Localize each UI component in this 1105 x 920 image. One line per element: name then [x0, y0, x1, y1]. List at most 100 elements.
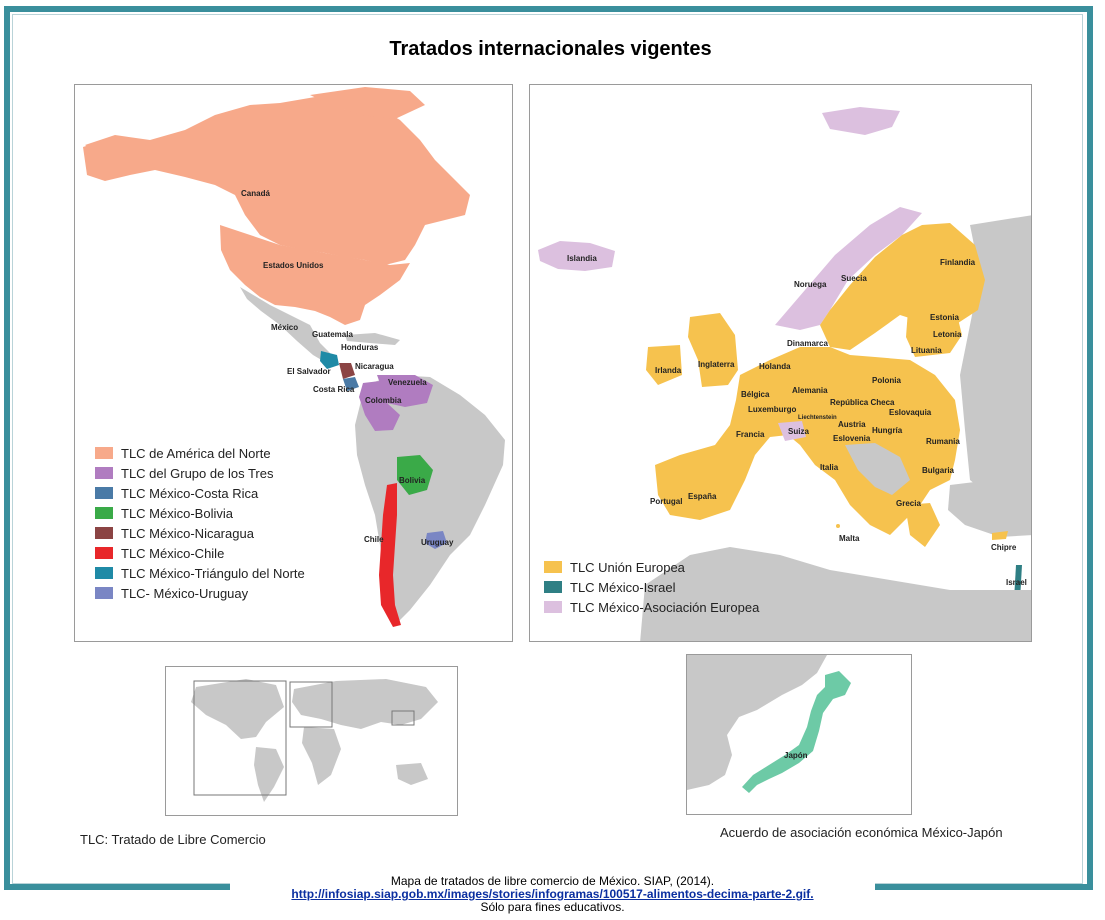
label-liechtenstein: Liechtenstein — [798, 415, 837, 421]
caribbean-shape — [345, 333, 400, 345]
label-eslovenia: Eslovenia — [833, 434, 871, 443]
label-venezuela: Venezuela — [388, 378, 427, 387]
label-finlandia: Finlandia — [940, 258, 976, 267]
legend-swatch — [95, 447, 113, 459]
label-honduras: Honduras — [341, 343, 379, 352]
legend-swatch — [95, 487, 113, 499]
turkey-shape — [948, 475, 1031, 537]
iceland-shape — [538, 241, 615, 271]
alaska-shape — [83, 137, 155, 181]
legend-item: TLC de América del Norte — [95, 443, 305, 463]
europe-legend: TLC Unión Europea TLC México-Israel TLC … — [544, 557, 759, 617]
legend-label: TLC México-Chile — [121, 545, 225, 561]
world-inset-panel — [165, 666, 458, 816]
source-caption: Mapa de tratados de libre comercio de Mé… — [230, 875, 875, 914]
world-africa — [302, 727, 341, 785]
label-austria: Austria — [838, 420, 866, 429]
legend-label: TLC- México-Uruguay — [121, 585, 249, 601]
switzerland-shape — [778, 421, 806, 441]
tlc-footnote: TLC: Tratado de Libre Comercio — [80, 832, 266, 847]
japan-map: Japón — [687, 655, 851, 793]
americas-legend: TLC de América del Norte TLC del Grupo d… — [95, 443, 305, 603]
label-irlanda: Irlanda — [655, 366, 682, 375]
canada-shape — [85, 97, 470, 265]
label-chipre: Chipre — [991, 543, 1017, 552]
legend-item: TLC México-Costa Rica — [95, 483, 305, 503]
label-suecia: Suecia — [841, 274, 867, 283]
uk-shape — [688, 313, 738, 387]
nicaragua-shape — [339, 363, 355, 379]
legend-item: TLC México-Asociación Europea — [544, 597, 759, 617]
europe-map: Islandia Noruega Suecia Finlandia Estoni… — [538, 107, 1031, 641]
legend-label: TLC México-Nicaragua — [121, 525, 254, 541]
label-chile: Chile — [364, 535, 384, 544]
legend-item: TLC México-Israel — [544, 577, 759, 597]
label-francia: Francia — [736, 430, 765, 439]
legend-label: TLC México-Triángulo del Norte — [121, 565, 305, 581]
label-noruega: Noruega — [794, 280, 827, 289]
baltics-shape — [906, 307, 962, 357]
legend-swatch — [95, 467, 113, 479]
label-belgica: Bélgica — [741, 390, 770, 399]
label-luxemburgo: Luxemburgo — [748, 405, 797, 414]
label-lituania: Lituania — [911, 346, 942, 355]
world-south-america — [254, 747, 284, 802]
chile-shape — [379, 483, 401, 627]
legend-item: TLC- México-Uruguay — [95, 583, 305, 603]
label-costa-rica: Costa Rica — [313, 385, 355, 394]
legend-swatch — [95, 587, 113, 599]
legend-label: TLC México-Bolivia — [121, 505, 233, 521]
label-bulgaria: Bulgaria — [922, 466, 955, 475]
label-grecia: Grecia — [896, 499, 921, 508]
legend-item: TLC México-Chile — [95, 543, 305, 563]
legend-label: TLC Unión Europea — [570, 559, 685, 575]
legend-swatch — [95, 567, 113, 579]
japan-shape — [742, 671, 851, 793]
label-japon: Japón — [784, 751, 808, 760]
malta-shape — [836, 524, 840, 528]
label-guatemala: Guatemala — [312, 330, 353, 339]
balkans-shape — [845, 443, 910, 495]
bolivia-shape — [397, 455, 433, 495]
label-mexico: México — [271, 323, 298, 332]
guatemala-shape — [320, 351, 339, 369]
world-north-america — [191, 679, 284, 739]
venezuela-shape — [377, 375, 433, 407]
europe-extent-box — [289, 681, 333, 728]
label-bolivia: Bolivia — [399, 476, 426, 485]
world-eurasia — [292, 679, 438, 729]
cyprus-shape — [992, 531, 1008, 540]
legend-swatch — [95, 547, 113, 559]
ireland-shape — [646, 345, 682, 385]
legend-swatch — [95, 507, 113, 519]
label-malta: Malta — [839, 534, 860, 543]
label-uruguay: Uruguay — [421, 538, 454, 547]
europe-map-panel: Islandia Noruega Suecia Finlandia Estoni… — [529, 84, 1032, 642]
americas-extent-box — [193, 680, 287, 796]
page-title: Tratados internacionales vigentes — [389, 38, 712, 60]
label-nicaragua: Nicaragua — [355, 362, 394, 371]
legend-swatch — [544, 561, 562, 573]
legend-swatch — [544, 581, 562, 593]
mexico-shape — [240, 287, 337, 365]
source-link[interactable]: http://infosiap.siap.gob.mx/images/stori… — [291, 887, 814, 901]
label-hungria: Hungría — [872, 426, 903, 435]
world-inset-map — [191, 679, 438, 802]
costa-rica-shape — [343, 377, 359, 391]
label-italia: Italia — [820, 463, 839, 472]
label-dinamarca: Dinamarca — [787, 339, 828, 348]
japan-map-panel: Japón — [686, 654, 912, 815]
norway-shape — [775, 207, 922, 330]
source-line-3: Sólo para fines educativos. — [480, 900, 625, 914]
label-islandia: Islandia — [567, 254, 597, 263]
legend-item: TLC Unión Europea — [544, 557, 759, 577]
label-canada: Canadá — [241, 189, 270, 198]
label-portugal: Portugal — [650, 497, 682, 506]
svalbard-shape — [822, 107, 900, 135]
greece-shape — [905, 503, 940, 547]
label-espana: España — [688, 492, 717, 501]
legend-item: TLC México-Nicaragua — [95, 523, 305, 543]
label-holanda: Holanda — [759, 362, 791, 371]
americas-map: Canadá Estados Unidos México Guatemala H… — [83, 87, 505, 627]
label-estonia: Estonia — [930, 313, 959, 322]
